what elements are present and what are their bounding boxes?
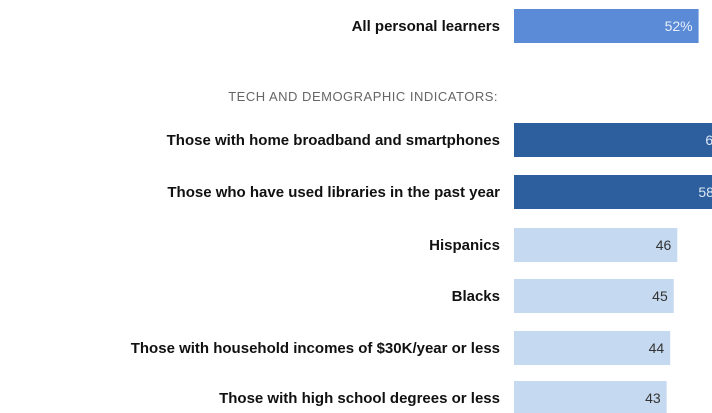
section-label: TECH AND DEMOGRAPHIC INDICATORS:	[228, 89, 498, 104]
bar-value-label-2: 58	[698, 184, 712, 200]
category-label-6-part-1: high school degrees or less	[302, 390, 500, 407]
category-label-5-part-0: Those with	[131, 340, 214, 357]
bar-value-label-4: 45	[652, 288, 668, 304]
category-label-2: Those who have used libraries in the pas…	[167, 184, 500, 201]
category-label-6: Those with high school degrees or less	[219, 390, 500, 407]
bar-2	[514, 175, 712, 209]
bar-value-label-1: 60	[705, 132, 712, 148]
bar-value-label-0: 52%	[665, 18, 693, 34]
bar-value-label-3: 46	[656, 237, 672, 253]
category-label-0-part-0: All personal learners	[352, 18, 500, 35]
bar-6	[514, 381, 667, 413]
category-label-2-part-0: Those who	[167, 184, 250, 201]
category-label-5: Those with household incomes of $30K/yea…	[131, 340, 500, 357]
category-label-1-part-1: with home broadband and smartphones	[214, 132, 500, 149]
bar-5	[514, 331, 671, 365]
category-label-3: Hispanics	[429, 237, 500, 254]
category-label-6-part-0: Those with	[219, 390, 302, 407]
category-label-2-part-1: have used libraries in the past year	[250, 184, 500, 201]
category-label-3-part-0: Hispanics	[429, 237, 500, 254]
bar-value-label-5: 44	[649, 340, 665, 356]
bar-3	[514, 228, 678, 262]
bar-value-label-6: 43	[645, 390, 661, 406]
category-label-0: All personal learners	[352, 18, 500, 35]
bar-4	[514, 279, 674, 313]
category-label-4-part-0: Blacks	[452, 288, 500, 305]
category-label-4: Blacks	[452, 288, 500, 305]
category-label-5-part-1: household incomes of $30K/year or less	[213, 340, 500, 357]
bar-1	[514, 123, 712, 157]
category-label-1-part-0: Those	[167, 132, 215, 149]
category-label-1: Those with home broadband and smartphone…	[167, 132, 500, 149]
bar-0	[514, 9, 699, 43]
